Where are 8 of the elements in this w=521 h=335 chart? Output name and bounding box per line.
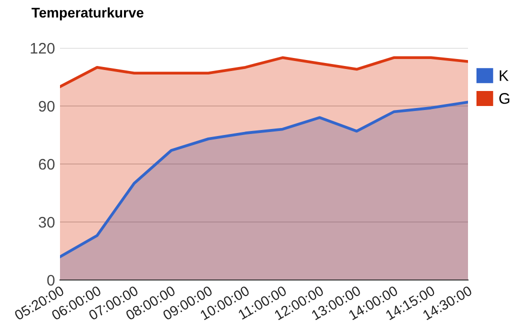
chart-title: Temperaturkurve: [32, 7, 144, 20]
legend-label: K: [500, 70, 509, 81]
y-tick-label: 90: [38, 100, 55, 112]
y-tick-label: 120: [30, 42, 55, 54]
y-tick-label: 60: [38, 158, 55, 170]
legend-label: G: [499, 93, 510, 104]
y-tick-label: 30: [38, 216, 55, 228]
y-tick-label: 0: [47, 274, 55, 286]
